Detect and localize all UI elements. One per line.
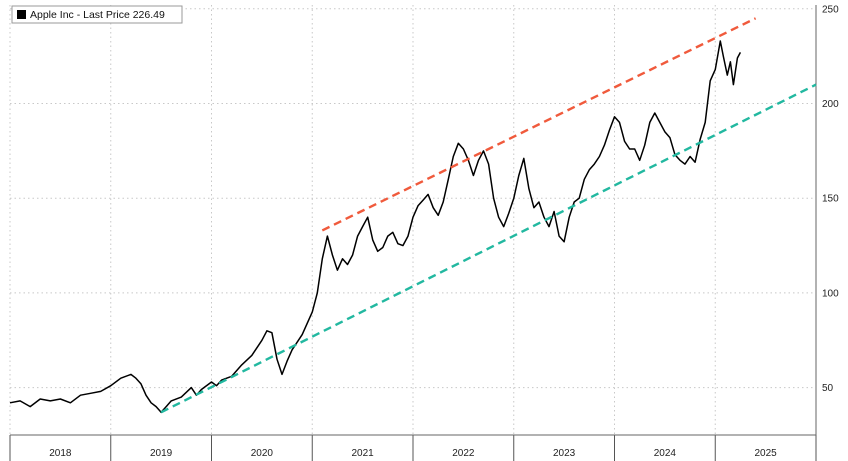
y-tick-label: 150: [822, 194, 839, 205]
x-tick-label: 2024: [654, 448, 677, 459]
x-tick-label: 2019: [150, 448, 173, 459]
y-tick-label: 100: [822, 288, 839, 299]
price-series-line: [9, 40, 742, 414]
grid-lines: [9, 5, 816, 435]
y-tick-label: 50: [822, 383, 834, 394]
x-tick-label: 2020: [251, 448, 274, 459]
legend-swatch: [17, 10, 26, 19]
y-tick-label: 200: [822, 99, 839, 110]
legend: Apple Inc - Last Price 226.49: [11, 5, 183, 24]
x-tick-label: 2023: [553, 448, 576, 459]
x-tick-label: 2018: [49, 448, 72, 459]
x-tick-label: 2021: [352, 448, 375, 459]
axes: 50 100 150 200 250 2018 2019 2020 2021 2022 2023 20…: [9, 4, 839, 461]
x-tick-label: 2025: [755, 448, 778, 459]
legend-label: Apple Inc - Last Price 226.49: [30, 9, 165, 21]
legend-box: [11, 5, 183, 24]
lower-trendline: [160, 83, 817, 414]
x-tick-label: 2022: [452, 448, 475, 459]
series-layer: [9, 17, 817, 414]
y-tick-label: 250: [822, 4, 839, 15]
upper-trendline: [321, 17, 757, 232]
